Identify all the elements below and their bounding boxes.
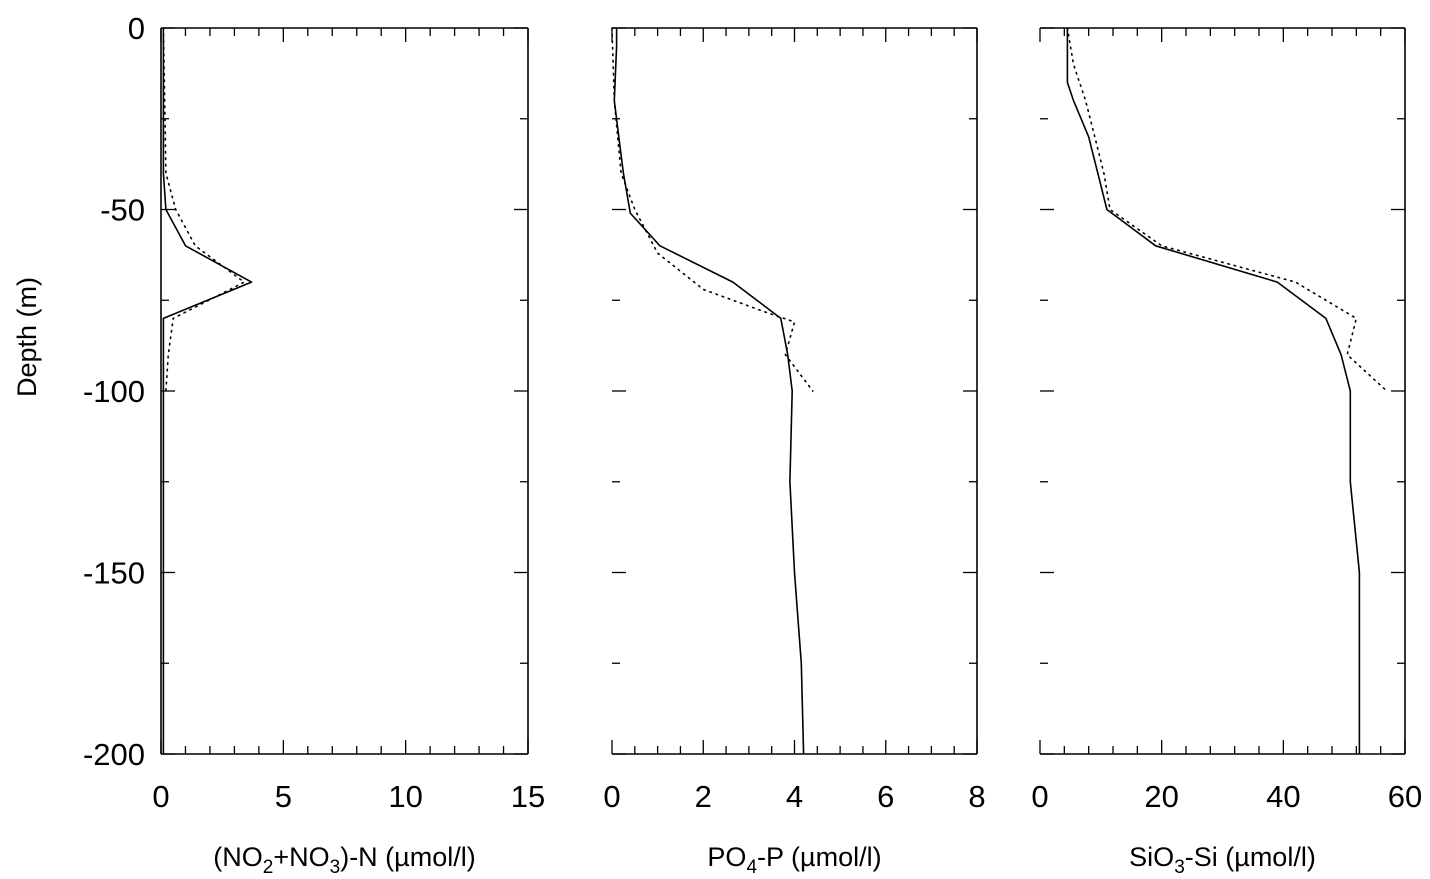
x-tick-label: 4 — [786, 779, 803, 814]
panel-3: 0 20 40 60 SiO3-Si (µmol/l) — [1031, 27, 1422, 878]
panels-group: 0 5 10 15 0 -50 -100 -150 -200 (NO2+NO3)-N (µmol/… — [83, 11, 1422, 878]
x-tick-label: 6 — [877, 779, 894, 814]
x-tick-label: 0 — [152, 779, 169, 814]
x-tick-label: 8 — [968, 779, 985, 814]
dotted-profile-line — [611, 27, 814, 392]
x-tick-label: 0 — [603, 779, 620, 814]
x-tick-label: 0 — [1031, 779, 1048, 814]
solid-profile-line — [613, 28, 805, 755]
x-axis-title: (NO2+NO3)-N (µmol/l) — [213, 842, 475, 878]
x-tick-label: 5 — [275, 779, 292, 814]
y-tick-label: -50 — [100, 193, 145, 228]
dotted-profile-line — [1066, 27, 1388, 392]
x-tick-label: 15 — [511, 779, 545, 814]
panel-1: 0 5 10 15 0 -50 -100 -150 -200 (NO2+NO3)-N (µmol/… — [83, 11, 545, 878]
solid-profile-line — [162, 28, 253, 754]
y-tick-label: -100 — [83, 374, 145, 409]
x-tick-label: 40 — [1266, 779, 1300, 814]
x-tick-label: 10 — [388, 779, 422, 814]
x-tick-label: 60 — [1388, 779, 1422, 814]
x-tick-label: 20 — [1144, 779, 1178, 814]
y-tick-label: 0 — [128, 11, 145, 46]
x-axis-title: SiO3-Si (µmol/l) — [1129, 842, 1316, 878]
x-tick-label: 2 — [695, 779, 712, 814]
y-tick-label: -200 — [83, 737, 145, 772]
panel-2: 0 2 4 6 8 PO4-P (µmol/l) — [603, 27, 986, 878]
y-axis-title: Depth (m) — [12, 277, 42, 397]
x-axis-title: PO4-P (µmol/l) — [707, 842, 881, 878]
y-tick-label: -150 — [83, 556, 145, 591]
solid-profile-line — [1066, 28, 1361, 754]
dotted-profile-line — [162, 27, 246, 392]
